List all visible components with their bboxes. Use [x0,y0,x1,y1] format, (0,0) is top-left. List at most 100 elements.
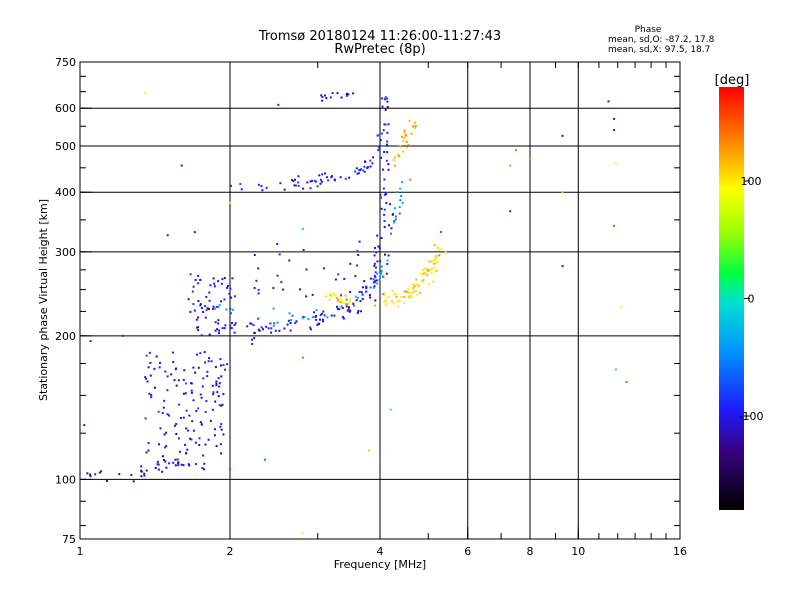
data-point [334,294,337,297]
data-point [193,309,196,312]
data-point [130,474,133,477]
data-point [403,130,406,133]
data-point [204,316,207,319]
data-point [380,196,382,199]
data-point [194,441,197,444]
data-point [352,304,355,307]
data-point [384,299,387,302]
data-point [185,409,188,412]
data-point [270,327,273,330]
data-point [396,300,399,303]
data-point [382,168,384,171]
data-point [214,400,217,403]
data-point [177,461,180,464]
data-point [192,399,195,402]
data-point [347,302,350,305]
data-point [180,463,183,466]
data-point [365,287,367,289]
data-point [214,428,216,431]
data-point [416,283,419,286]
data-point [189,273,192,276]
data-point [382,187,385,190]
x-axis-ticks: 1 2 4 6 8 10 16 [77,62,687,558]
y-axis-label: Stationary phase Virtual Height [km] [37,199,50,401]
data-point [197,329,200,332]
data-point [229,307,232,310]
data-point [218,329,220,332]
data-point [149,374,152,377]
data-point [302,187,305,190]
data-point [165,431,168,434]
data-point [373,285,376,288]
data-point [385,272,388,275]
data-point [362,169,365,172]
data-point [155,355,158,358]
data-point [400,135,403,138]
data-point [251,343,254,345]
data-point [177,437,180,440]
data-point [390,227,393,230]
data-point [297,181,300,184]
data-point [387,295,390,298]
data-point [346,92,348,95]
data-point [404,135,407,138]
y-axis-ticks: 75 100 200 300 400 500 600 750 [55,56,680,546]
data-point [333,293,336,296]
data-point [257,292,260,295]
data-point [391,213,394,216]
data-point [392,221,395,224]
data-point [175,423,178,425]
data-point [387,168,390,171]
data-point [194,371,197,374]
data-point [398,155,401,158]
data-point [213,285,216,288]
data-point [289,322,292,324]
data-point [209,284,212,287]
data-point [216,391,219,394]
data-point [89,475,92,478]
data-point [260,185,263,188]
data-point [217,322,220,325]
y-tick-label: 600 [55,102,76,115]
data-point [197,282,200,285]
data-point [199,304,202,307]
data-point [257,328,260,331]
data-point [301,228,304,230]
data-point [333,314,336,317]
data-point [336,305,338,308]
data-point [341,299,344,302]
data-point [295,320,298,323]
data-point [372,156,375,159]
data-point [365,290,368,293]
data-point [384,253,386,256]
data-point [386,259,389,262]
data-point [230,312,232,315]
data-point [226,286,228,289]
data-point [220,404,223,407]
data-point [385,159,388,162]
data-point [408,291,411,294]
data-point [410,295,413,298]
data-point [219,358,222,361]
chart-title-group: Tromsø 20180124 11:26:00-11:27:43 RwPret… [258,29,501,57]
data-point [190,391,193,394]
data-point [311,293,314,296]
data-point [410,132,413,135]
data-point [363,280,366,283]
data-point [166,389,169,392]
x-tick-label: 6 [464,545,471,558]
data-point [386,143,388,146]
data-point [175,384,178,387]
data-point [221,278,224,281]
data-point [229,287,232,290]
data-point [166,413,169,416]
data-point [380,272,383,275]
data-point [206,307,209,309]
data-point [214,321,217,324]
data-point [356,296,359,299]
data-point [386,140,389,143]
data-point [166,375,169,378]
data-point [307,318,310,321]
data-point [153,367,156,370]
data-point [337,298,340,301]
